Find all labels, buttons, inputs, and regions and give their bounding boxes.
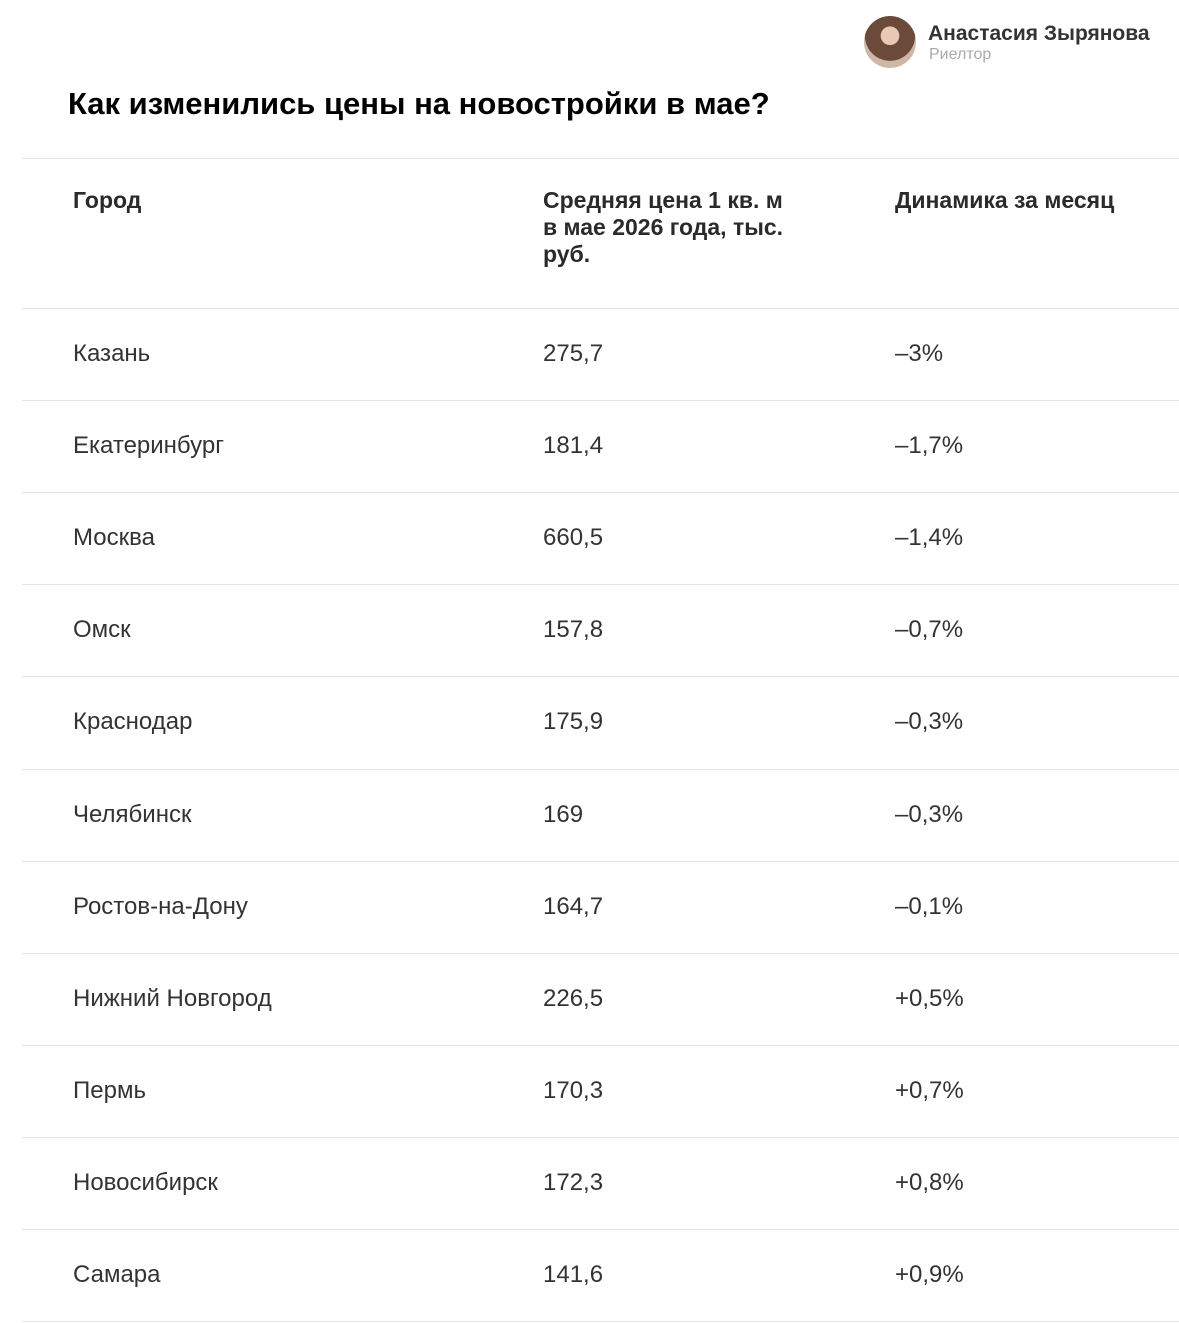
price-cell: 141,6 <box>543 1261 604 1289</box>
price-cell: 181,4 <box>543 432 604 460</box>
change-cell: –0,3% <box>895 708 964 736</box>
city-cell: Омск <box>73 616 131 644</box>
change-cell: –3% <box>895 340 944 368</box>
change-cell: –0,7% <box>895 616 964 644</box>
city-cell: Челябинск <box>73 800 192 828</box>
price-cell: 164,7 <box>543 892 604 920</box>
author-role: Риелтор <box>929 46 992 63</box>
row-divider <box>22 492 1179 493</box>
column-header: Город <box>73 187 142 213</box>
change-cell: –0,3% <box>895 800 964 828</box>
price-cell: 170,3 <box>543 1076 604 1104</box>
price-cell: 172,3 <box>543 1168 604 1196</box>
change-cell: –1,7% <box>895 432 964 460</box>
change-cell: –0,1% <box>895 892 964 920</box>
price-cell: 275,7 <box>543 340 604 368</box>
city-cell: Нижний Новгород <box>73 984 272 1012</box>
change-cell: +0,5% <box>895 984 964 1012</box>
author-name: Анастасия Зырянова <box>928 22 1150 45</box>
city-cell: Екатеринбург <box>73 432 224 460</box>
column-header: Средняя цена 1 кв. м в мае 2026 года, ты… <box>543 187 784 267</box>
price-cell: 169 <box>543 800 584 828</box>
row-divider <box>22 1045 1179 1046</box>
author-avatar <box>864 16 916 68</box>
change-cell: +0,7% <box>895 1076 964 1104</box>
price-cell: 226,5 <box>543 984 604 1012</box>
row-divider <box>22 400 1179 401</box>
city-cell: Казань <box>73 340 151 368</box>
row-divider <box>22 1321 1179 1322</box>
city-cell: Краснодар <box>73 708 193 736</box>
row-divider <box>22 953 1179 954</box>
city-cell: Новосибирск <box>73 1168 218 1196</box>
price-cell: 175,9 <box>543 708 604 736</box>
row-divider <box>22 584 1179 585</box>
column-header: Динамика за месяц <box>895 187 1115 213</box>
city-cell: Самара <box>73 1261 161 1289</box>
price-cell: 157,8 <box>543 616 604 644</box>
price-cell: 660,5 <box>543 524 604 552</box>
row-divider <box>22 1137 1179 1138</box>
city-cell: Ростов-на-Дону <box>73 892 248 920</box>
row-divider <box>22 861 1179 862</box>
divider <box>22 158 1179 159</box>
divider <box>22 308 1179 309</box>
page-title: Как изменились цены на новостройки в мае… <box>68 86 770 121</box>
row-divider <box>22 769 1179 770</box>
row-divider <box>22 676 1179 677</box>
change-cell: –1,4% <box>895 524 964 552</box>
row-divider <box>22 1229 1179 1230</box>
change-cell: +0,9% <box>895 1261 964 1289</box>
city-cell: Москва <box>73 524 155 552</box>
city-cell: Пермь <box>73 1076 146 1104</box>
change-cell: +0,8% <box>895 1168 964 1196</box>
